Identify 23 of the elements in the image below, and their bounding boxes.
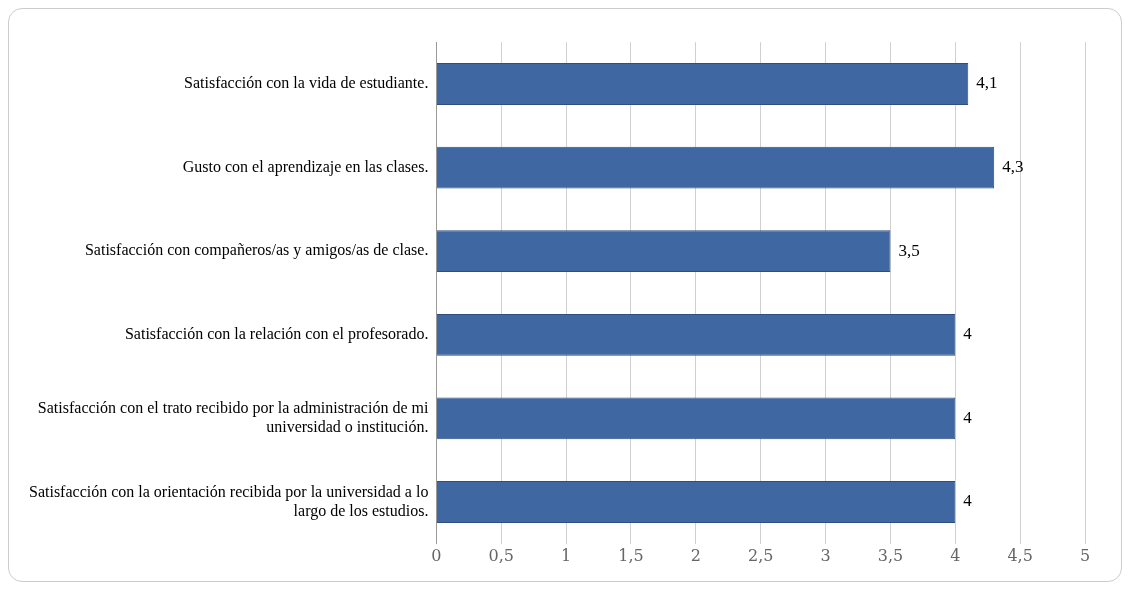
y-tick-label: Satisfacción con la vida de estudiante. bbox=[184, 74, 429, 92]
y-tick-label: Gusto con el aprendizaje en las clases. bbox=[182, 157, 429, 176]
x-tick-label: 1 bbox=[561, 545, 572, 565]
y-tick-label: Satisfacción con la relación con el profesorado. bbox=[124, 325, 429, 343]
x-tick-label: 0,5 bbox=[488, 545, 514, 565]
data-label: 4 bbox=[963, 491, 973, 511]
y-tick-label: Satisfacción con la orientación recibida por la universidad a lo largo de los estudios. bbox=[29, 482, 429, 520]
x-tick-label: 2,5 bbox=[747, 545, 774, 565]
y-tick-label: Satisfacción con el trato recibido por la administración de mi universidad o institución. bbox=[37, 399, 429, 436]
x-tick-label: 1,5 bbox=[618, 545, 644, 565]
data-label: 4 bbox=[963, 407, 973, 427]
x-tick-label: 3,5 bbox=[877, 545, 904, 565]
data-label: 4,1 bbox=[976, 73, 998, 93]
x-tick-label: 2 bbox=[690, 545, 701, 565]
data-label: 3,5 bbox=[898, 240, 920, 260]
y-tick-label: Satisfacción con compañeros/as y amigos/as de clase. bbox=[84, 241, 429, 260]
x-tick-label: 5 bbox=[1079, 545, 1091, 565]
data-label: 4 bbox=[963, 324, 973, 344]
data-label: 4,3 bbox=[1002, 157, 1024, 177]
x-tick-label: 3 bbox=[820, 545, 831, 565]
x-tick-label: 4 bbox=[950, 545, 961, 565]
x-tick-label: 4,5 bbox=[1007, 545, 1033, 565]
x-tick-label: 0 bbox=[431, 545, 442, 565]
